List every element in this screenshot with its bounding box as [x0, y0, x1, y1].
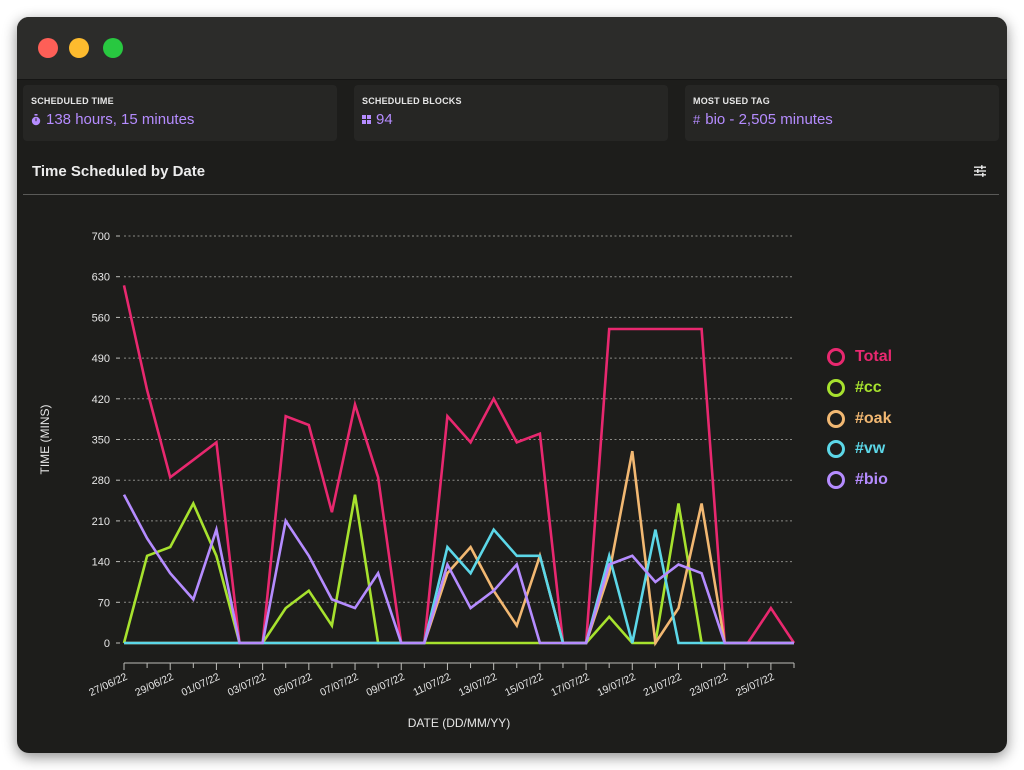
legend-item[interactable]: #oak — [827, 409, 892, 428]
title-bar — [17, 17, 1007, 80]
x-tick-label: 13/07/22 — [457, 671, 499, 699]
y-axis-title: TIME (MINS) — [38, 405, 52, 475]
x-tick-label: 29/06/22 — [133, 671, 175, 699]
app-window: SCHEDULED TIME 138 hours, 15 minutes SCH… — [17, 17, 1007, 753]
y-tick-label: 490 — [92, 353, 110, 365]
stat-card-scheduled-blocks: SCHEDULED BLOCKS 94 — [354, 85, 668, 141]
close-window-button[interactable] — [38, 38, 58, 58]
x-axis-title: DATE (DD/MM/YY) — [408, 716, 510, 730]
stat-value: 138 hours, 15 minutes — [46, 111, 195, 128]
legend-ring-icon — [827, 348, 845, 366]
legend-ring-icon — [827, 440, 845, 459]
legend-label: #oak — [855, 409, 892, 427]
zoom-window-button[interactable] — [103, 38, 123, 58]
stat-label: MOST USED TAG — [693, 96, 770, 106]
x-tick-label: 07/07/22 — [318, 671, 360, 699]
legend-item[interactable]: #vw — [827, 440, 886, 459]
x-tick-label: 15/07/22 — [503, 671, 545, 699]
sliders-icon[interactable] — [973, 164, 987, 178]
x-tick-label: 21/07/22 — [642, 671, 684, 699]
y-tick-label: 420 — [92, 394, 110, 406]
legend-ring-icon — [827, 378, 845, 397]
y-tick-label: 140 — [92, 557, 110, 569]
x-tick-label: 11/07/22 — [411, 671, 453, 699]
stopwatch-icon — [31, 113, 41, 125]
stat-value: 94 — [376, 111, 393, 128]
stat-label: SCHEDULED TIME — [31, 96, 114, 106]
legend-item[interactable]: #bio — [827, 471, 888, 490]
y-tick-label: 350 — [92, 435, 110, 447]
x-tick-label: 01/07/22 — [180, 671, 222, 699]
legend-item[interactable]: #cc — [827, 378, 882, 397]
x-tick-label: 05/07/22 — [272, 671, 314, 699]
x-tick-label: 27/06/22 — [87, 671, 129, 699]
stat-label: SCHEDULED BLOCKS — [362, 96, 462, 106]
panel-title: Time Scheduled by Date — [32, 163, 206, 180]
stat-value: bio - 2,505 minutes — [705, 111, 833, 128]
legend-label: Total — [855, 348, 893, 365]
y-tick-label: 560 — [92, 312, 110, 324]
stat-card-most-used-tag: MOST USED TAG # bio - 2,505 minutes — [685, 85, 999, 141]
legend-label: #vw — [855, 440, 886, 458]
series-line-vw — [124, 527, 794, 645]
minimize-window-button[interactable] — [69, 38, 89, 58]
legend-label: #cc — [855, 378, 882, 396]
y-tick-label: 70 — [98, 597, 110, 609]
x-tick-label: 25/07/22 — [734, 671, 776, 699]
grid-icon — [362, 115, 371, 124]
x-tick-label: 09/07/22 — [364, 671, 406, 699]
x-tick-label: 23/07/22 — [688, 671, 730, 699]
x-tick-label: 19/07/22 — [595, 671, 637, 699]
series-line-Total — [122, 285, 796, 645]
panel-header: Time Scheduled by Date — [23, 149, 999, 195]
y-tick-label: 0 — [104, 638, 110, 650]
time-scheduled-chart: 0 70 140 210 280 350 420 490 560 630 700 27/06/22 29… — [38, 231, 796, 730]
y-tick-label: 630 — [92, 272, 110, 284]
y-tick-label: 700 — [92, 231, 110, 243]
x-tick-label: 03/07/22 — [226, 671, 268, 699]
stat-card-scheduled-time: SCHEDULED TIME 138 hours, 15 minutes — [23, 85, 337, 141]
legend-item[interactable]: Total — [827, 348, 892, 366]
x-tick-label: 17/07/22 — [549, 671, 591, 699]
y-tick-label: 280 — [92, 475, 110, 487]
y-tick-label: 210 — [92, 516, 110, 528]
legend-ring-icon — [827, 409, 845, 428]
legend-label: #bio — [855, 471, 888, 489]
series-line-bio — [122, 494, 794, 645]
legend-ring-icon — [827, 471, 845, 490]
hash-icon: # — [693, 112, 701, 127]
